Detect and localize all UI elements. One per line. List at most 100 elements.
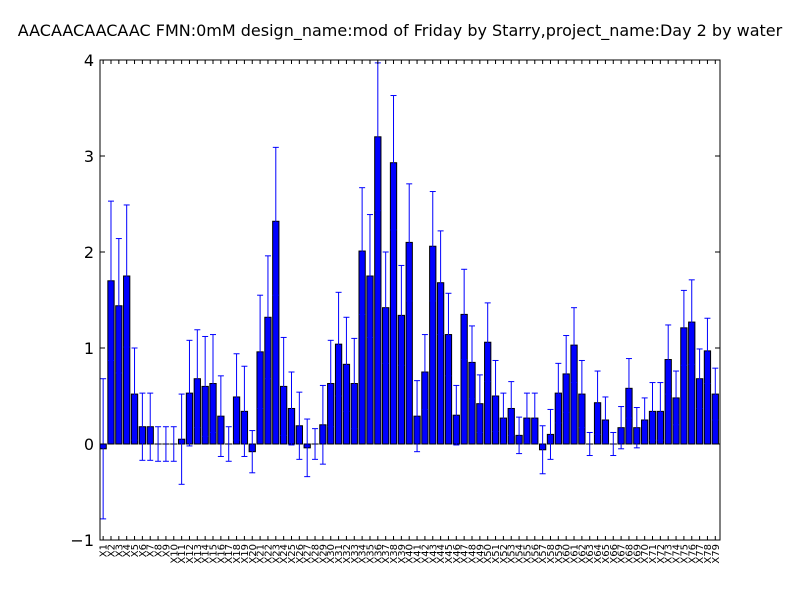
x-tick-label: X2: [106, 544, 117, 557]
x-tick-label: X34: [358, 544, 369, 564]
error-bar-X35: [366, 214, 373, 338]
x-tick-label: X73: [664, 544, 675, 564]
x-tick-label: X42: [420, 544, 431, 564]
x-tick-label: X22: [263, 544, 274, 564]
error-bar-X7: [147, 392, 154, 461]
error-bar-X79: [712, 367, 719, 421]
error-bar-X25: [288, 371, 295, 446]
x-tick-label: X61: [570, 544, 581, 564]
x-tick-label: X38: [389, 544, 400, 564]
x-tick-label: X23: [271, 544, 282, 564]
error-bar-X15: [210, 334, 217, 433]
error-bar-X31: [335, 291, 342, 397]
error-bar-X26: [296, 391, 303, 460]
error-bar-X27: [304, 418, 311, 478]
y-tick-label: 1: [84, 339, 94, 358]
error-bar-X43: [429, 191, 436, 302]
x-tick-label: X70: [640, 544, 651, 564]
y-tick-label: 2: [84, 243, 94, 262]
error-bar-X13: [194, 329, 201, 429]
x-tick-label: X56: [530, 544, 541, 564]
error-bar-X23: [272, 146, 279, 296]
x-tick-label: X3: [114, 544, 125, 557]
error-bar-X8: [155, 426, 162, 462]
error-bar-X55: [523, 392, 530, 444]
chart-title: AACAACAACAAC FMN:0mM design_name:mod of …: [18, 21, 783, 41]
y-tick-label: 0: [84, 435, 94, 454]
x-tick-label: X26: [295, 544, 306, 564]
x-tick-label: X30: [326, 544, 337, 564]
error-bar-X54: [516, 416, 523, 455]
x-tick-label: X27: [303, 544, 314, 564]
error-bar-X47: [461, 268, 468, 361]
error-bar-X62: [578, 359, 585, 429]
error-bar-X77: [696, 348, 703, 409]
error-bar-X71: [649, 382, 656, 441]
error-bar-X30: [327, 339, 334, 428]
error-bar-X59: [555, 362, 562, 424]
x-tick-label: X74: [672, 544, 683, 564]
x-tick-label: X28: [311, 544, 322, 564]
error-bar-X34: [359, 187, 366, 315]
x-tick-label: X5: [130, 544, 141, 557]
error-bar-X70: [641, 397, 648, 443]
x-tick-label: X64: [593, 544, 604, 564]
error-bar-X18: [233, 353, 240, 441]
x-tick-label: X67: [617, 544, 628, 564]
error-bar-X38: [390, 95, 397, 231]
x-tick-label: X11: [177, 544, 188, 564]
error-bar-X12: [186, 339, 193, 447]
error-bar-X66: [610, 431, 617, 457]
error-bar-X32: [343, 316, 350, 412]
plot-frame: [99, 59, 721, 541]
error-bar-X10: [170, 426, 177, 462]
x-tick-label: X55: [522, 544, 533, 564]
x-tick-label: X14: [201, 544, 212, 564]
error-bar-X72: [657, 382, 664, 441]
error-bar-X67: [618, 406, 625, 450]
x-tick-label: X62: [577, 544, 588, 564]
x-tick-label: X31: [334, 544, 345, 564]
x-tick-label: X1: [99, 544, 110, 557]
error-bar-X68: [625, 358, 632, 419]
x-tick-label: X51: [491, 544, 502, 564]
x-tick-label: X77: [695, 544, 706, 564]
x-tick-label: X71: [648, 544, 659, 564]
error-bar-X52: [500, 392, 507, 444]
error-bar-X24: [280, 336, 287, 436]
error-bar-X39: [398, 264, 405, 366]
x-tick-label: X59: [554, 544, 565, 564]
error-bar-X19: [241, 365, 248, 457]
x-tick-label: X18: [232, 544, 243, 564]
x-tick-label: X29: [318, 544, 329, 564]
error-bar-X50: [484, 302, 491, 383]
error-bar-X57: [539, 425, 546, 475]
error-bar-X21: [257, 294, 264, 409]
error-bar-X4: [123, 204, 130, 348]
x-tick-label: X36: [373, 544, 384, 564]
x-tick-label: X32: [342, 544, 353, 564]
error-bar-X51: [492, 359, 499, 433]
y-tick-label: −1: [70, 531, 94, 550]
x-tick-label: X45: [444, 544, 455, 564]
x-tick-label: X44: [436, 544, 447, 564]
x-tick-label: X35: [365, 544, 376, 564]
x-tick-label: X8: [154, 544, 165, 557]
x-tick-label: X10: [169, 544, 180, 564]
error-bar-X63: [586, 431, 593, 457]
x-tick-label: X47: [460, 544, 471, 564]
error-bars-layer: [100, 62, 719, 520]
error-bar-X17: [225, 426, 232, 462]
x-tick-label: X7: [146, 544, 157, 557]
error-bar-X45: [445, 292, 452, 377]
x-tick-label: X46: [452, 544, 463, 564]
error-bar-X61: [571, 307, 578, 384]
x-tick-label: X43: [428, 544, 439, 564]
x-tick-label: X60: [562, 544, 573, 564]
x-tick-label: X19: [240, 544, 251, 564]
x-tick-label: X48: [468, 544, 479, 564]
x-tick-label: X69: [632, 544, 643, 564]
x-tick-label: X58: [546, 544, 557, 564]
error-bar-X3: [115, 238, 122, 374]
error-bar-X37: [382, 251, 389, 364]
